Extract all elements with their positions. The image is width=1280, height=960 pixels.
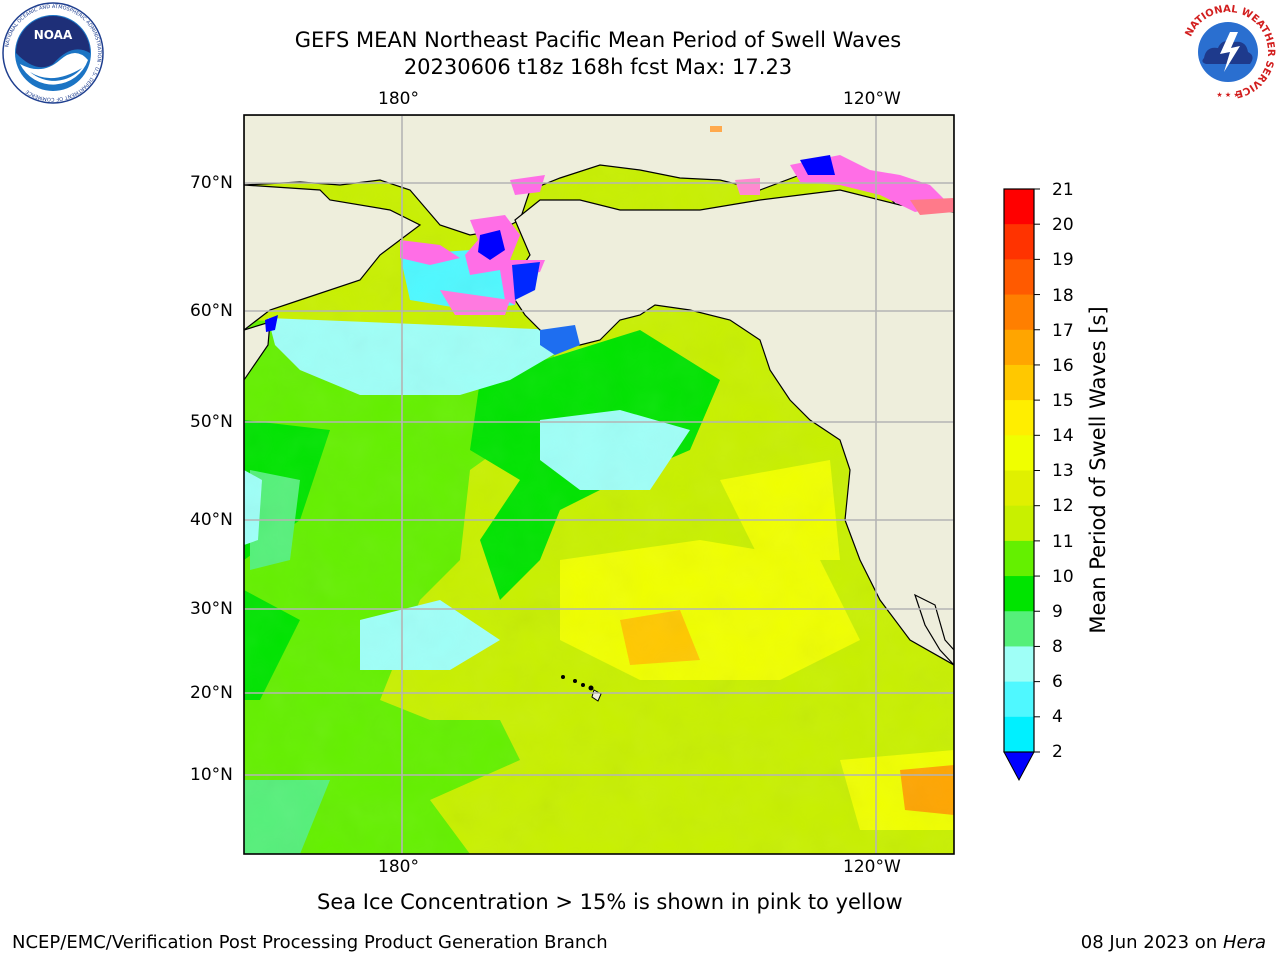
- lat-label-60n: 60°N: [190, 301, 233, 321]
- colorbar-segment: [1004, 470, 1034, 507]
- colorbar-label: Mean Period of Swell Waves [s]: [1086, 306, 1110, 634]
- colorbar-segment: [1004, 259, 1034, 296]
- lat-label-40n: 40°N: [190, 510, 233, 530]
- colorbar-tick: 10: [1052, 567, 1074, 587]
- lat-label-20n: 20°N: [190, 683, 233, 703]
- chart-title: GEFS MEAN Northeast Pacific Mean Period …: [294, 28, 902, 52]
- map-frame: [243, 114, 955, 855]
- noaa-logo: NOAA NATIONAL OCEANIC AND ATMOSPHERIC AD…: [2, 2, 104, 104]
- land-kamchatka: [244, 321, 271, 382]
- colorbar-segment: [1004, 540, 1034, 577]
- colorbar-segment: [1004, 611, 1034, 647]
- colorbar-tick: 20: [1052, 215, 1074, 235]
- map-area: [244, 115, 954, 854]
- footer-date: 08 Jun 2023 on: [1080, 932, 1223, 953]
- colorbar-segment: [1004, 646, 1034, 683]
- land-siberia: [244, 184, 422, 331]
- colorbar-segment: [1004, 189, 1034, 225]
- colorbar-segment: [1004, 716, 1034, 753]
- map-gridlines: [244, 115, 954, 854]
- colorbar: [1003, 188, 1040, 782]
- colorbar-tick: 12: [1052, 496, 1074, 516]
- colorbar-tick: 19: [1052, 250, 1074, 270]
- chart-subtitle: 20230606 t18z 168h fcst Max: 17.23: [403, 55, 793, 79]
- colorbar-tick: 2: [1052, 742, 1063, 762]
- lon-label-bottom-120w: 120°W: [843, 857, 901, 877]
- colorbar-segment: [1004, 435, 1034, 471]
- colorbar-tick: 9: [1052, 602, 1063, 622]
- colorbar-extend-arrow: [1003, 751, 1035, 782]
- colorbar-tick: 11: [1052, 532, 1074, 552]
- footer-right: 08 Jun 2023 on Hera: [1081, 932, 1266, 953]
- colorbar-tick: 21: [1052, 180, 1074, 200]
- lat-label-30n: 30°N: [190, 599, 233, 619]
- colorbar-segment: [1004, 576, 1034, 612]
- lon-label-bottom-180: 180°: [378, 857, 419, 877]
- colorbar-segment: [1004, 364, 1034, 401]
- colorbar-tick: 15: [1052, 391, 1074, 411]
- footer-left: NCEP/EMC/Verification Post Processing Pr…: [12, 932, 608, 953]
- colorbar-segment: [1004, 400, 1034, 436]
- colorbar-segment: [1004, 294, 1034, 331]
- lon-label-top-120w: 120°W: [843, 89, 901, 109]
- colorbar-segment: [1004, 329, 1034, 366]
- colorbar-tick: 14: [1052, 426, 1074, 446]
- nws-logo: NATIONAL WEATHER SERVICE ★ ★ ★: [1180, 4, 1276, 100]
- colorbar-tick: 6: [1052, 672, 1063, 692]
- lat-label-10n: 10°N: [190, 765, 233, 785]
- colorbar-segment: [1004, 681, 1034, 718]
- lat-label-70n: 70°N: [190, 173, 233, 193]
- colorbar-segment: [1004, 505, 1034, 542]
- colorbar-tick: 4: [1052, 707, 1063, 727]
- lat-label-50n: 50°N: [190, 412, 233, 432]
- noaa-logo-text: NOAA: [34, 28, 73, 42]
- colorbar-segment: [1004, 224, 1034, 260]
- footer-machine: Hera: [1222, 932, 1266, 953]
- sea-ice-caption: Sea Ice Concentration > 15% is shown in …: [317, 890, 903, 914]
- lon-label-top-180: 180°: [378, 89, 419, 109]
- colorbar-tick: 18: [1052, 286, 1074, 306]
- colorbar-tick: 8: [1052, 637, 1063, 657]
- colorbar-tick: 17: [1052, 321, 1074, 341]
- land-baja: [913, 593, 954, 666]
- colorbar-tick: 16: [1052, 356, 1074, 376]
- colorbar-tick: 13: [1052, 461, 1074, 481]
- svg-text:★ ★ ★: ★ ★ ★: [1216, 91, 1239, 99]
